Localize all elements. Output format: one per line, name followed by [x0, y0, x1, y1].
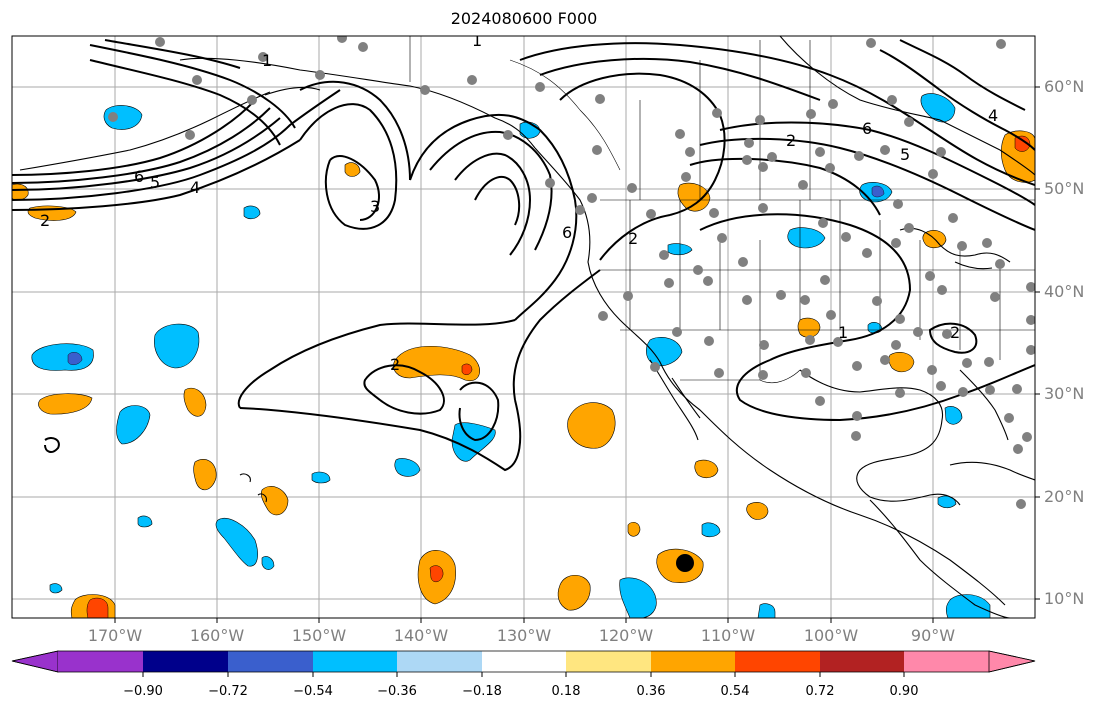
- contour-label: 2: [628, 229, 638, 248]
- lon-label-100w: 100°W: [803, 626, 859, 645]
- contour-lines: [12, 39, 1035, 472]
- colorbar-tick-label: −0.90: [123, 684, 163, 699]
- colorbar-tick-label: 0.36: [636, 684, 666, 699]
- contour-label: 3: [370, 197, 380, 216]
- contour-label: 2: [950, 323, 960, 342]
- lat-label-40n: 40°N: [1044, 282, 1085, 301]
- lat-label-10n: 10°N: [1044, 589, 1085, 608]
- colorbar-tick-label: 0.72: [805, 684, 835, 699]
- lat-label-30n: 30°N: [1044, 384, 1085, 403]
- coastlines: [19, 36, 1035, 618]
- contour-label: 1: [262, 51, 272, 70]
- lon-label-140w: 140°W: [393, 626, 449, 645]
- gridlines: [12, 36, 1035, 618]
- lat-label-50n: 50°N: [1044, 179, 1085, 198]
- borders: [409, 36, 1035, 383]
- colorbar-tick-label: −0.36: [377, 684, 417, 699]
- negative-anomaly-areas: [31, 93, 991, 618]
- contour-label: 1: [472, 31, 482, 50]
- positive-anomaly-areas: [12, 130, 1035, 618]
- contour-label: 5: [900, 145, 910, 164]
- colorbar-tick-label: 0.54: [720, 684, 750, 699]
- lon-label-110w: 110°W: [700, 626, 756, 645]
- contour-label: 2: [40, 211, 50, 230]
- contour-label: 2: [390, 355, 400, 374]
- colorbar-tick-label: 0.18: [551, 684, 581, 699]
- contour-label: 4: [190, 178, 200, 197]
- lon-label-90w: 90°W: [910, 626, 956, 645]
- colorbar: [11, 650, 1036, 677]
- contour-label: 2: [786, 131, 796, 150]
- storm-center-marker: [676, 554, 694, 572]
- lon-label-170w: 170°W: [87, 626, 143, 645]
- contour-label: 6: [562, 223, 572, 242]
- lon-label-120w: 120°W: [598, 626, 654, 645]
- colorbar-tick-label: −0.18: [462, 684, 502, 699]
- contour-label: 6: [134, 167, 144, 186]
- contour-label: 4: [988, 106, 998, 125]
- map-title: 2024080600 F000: [450, 9, 598, 28]
- contour-label-group: 1 1 2 6 5 4 3 2 2 6 2 6 5 4 1 2: [40, 31, 998, 374]
- colorbar-tick-label: −0.54: [293, 684, 333, 699]
- colorbar-tick-label: 0.90: [889, 684, 919, 699]
- lon-label-150w: 150°W: [291, 626, 347, 645]
- lon-label-130w: 130°W: [496, 626, 552, 645]
- lat-label-20n: 20°N: [1044, 487, 1085, 506]
- colorbar-tick-label: −0.72: [208, 684, 248, 699]
- lat-label-60n: 60°N: [1044, 77, 1085, 96]
- contour-label: 1: [838, 323, 848, 342]
- station-markers: [108, 36, 1035, 509]
- contour-label: 6: [862, 119, 872, 138]
- lon-label-160w: 160°W: [189, 626, 245, 645]
- contour-label: 5: [150, 173, 160, 192]
